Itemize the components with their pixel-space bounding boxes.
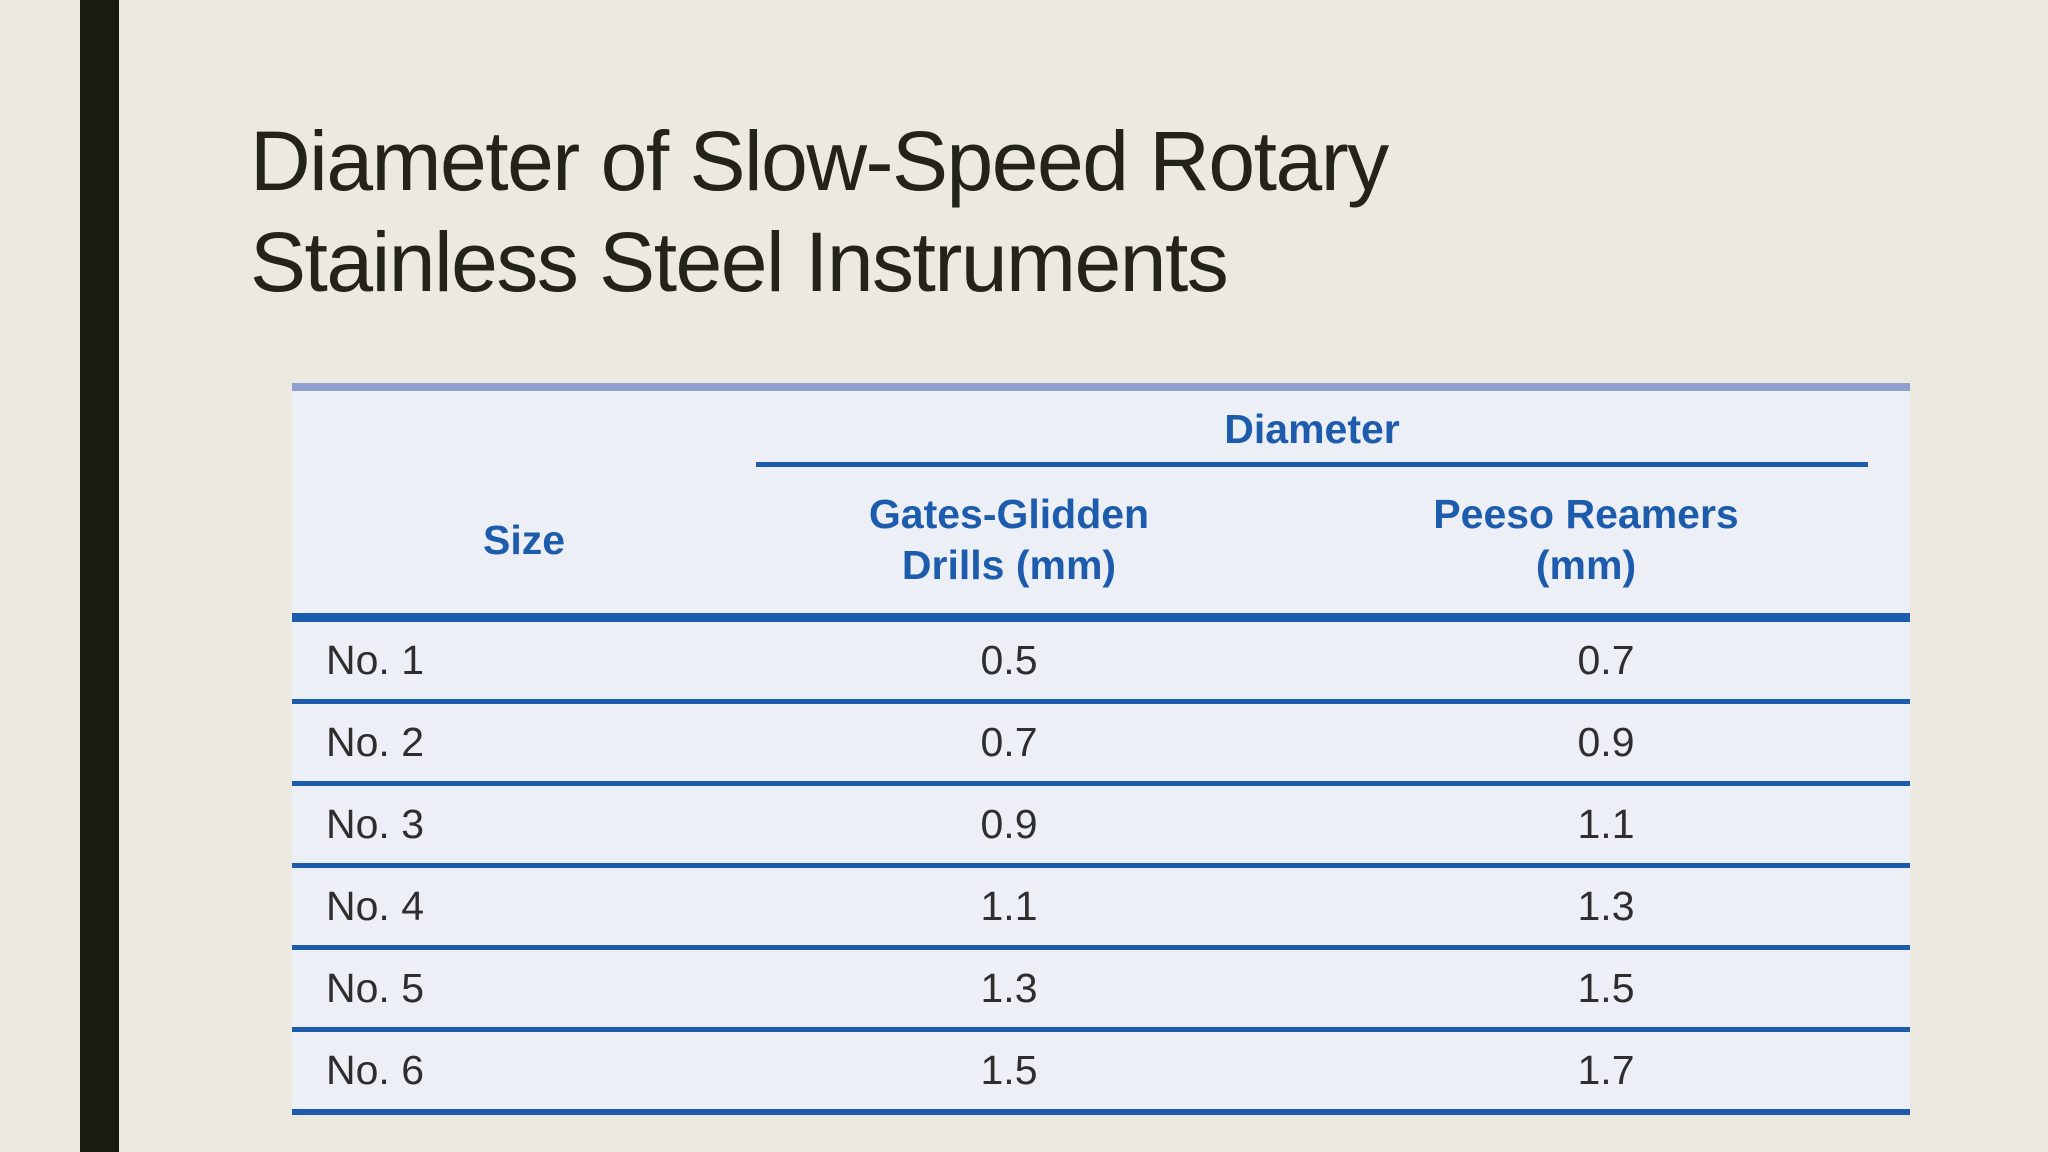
- peeso-header-line-1: Peeso Reamers: [1433, 491, 1739, 537]
- gates-header-line-1: Gates-Glidden: [868, 491, 1150, 537]
- size-cell: No. 6: [292, 1029, 756, 1115]
- page-title: Diameter of Slow-Speed Rotary Stainless …: [250, 111, 1389, 313]
- gates-value-cell: 1.5: [756, 1029, 1262, 1115]
- left-accent-bar: [80, 0, 119, 1152]
- table-row: No. 5 1.3 1.5: [292, 947, 1911, 1032]
- column-header-size: Size: [292, 467, 756, 622]
- size-cell: No. 4: [292, 865, 756, 950]
- page-title-line-1: Diameter of Slow-Speed Rotary: [250, 114, 1389, 208]
- table-row: No. 6 1.5 1.7: [292, 1029, 1911, 1115]
- peeso-value-cell: 1.3: [1262, 865, 1911, 950]
- data-table: Diameter Size Gates-Glidden Drills (mm) …: [292, 383, 1911, 1115]
- instrument-diameter-table: Diameter Size Gates-Glidden Drills (mm) …: [292, 383, 1911, 1115]
- peeso-value-cell: 0.7: [1262, 617, 1911, 704]
- table-row: No. 4 1.1 1.3: [292, 865, 1911, 950]
- gates-value-cell: 0.9: [756, 783, 1262, 868]
- diameter-underline-rule: [756, 462, 1869, 467]
- size-cell: No. 1: [292, 617, 756, 704]
- size-cell: No. 3: [292, 783, 756, 868]
- peeso-value-cell: 1.7: [1262, 1029, 1911, 1115]
- page-title-line-2: Stainless Steel Instruments: [250, 215, 1229, 309]
- header-corner-cell: [292, 387, 756, 467]
- column-header-gates-glidden: Gates-Glidden Drills (mm): [756, 467, 1262, 622]
- gates-header-line-2: Drills (mm): [901, 542, 1117, 588]
- diameter-header-row: Diameter: [292, 387, 1910, 467]
- column-header-row: Size Gates-Glidden Drills (mm) Peeso Rea…: [292, 467, 1911, 622]
- gates-value-cell: 1.1: [756, 865, 1262, 950]
- gates-value-cell: 0.5: [756, 617, 1262, 704]
- table-row: No. 1 0.5 0.7: [292, 617, 1911, 704]
- diameter-header-label: Diameter: [1224, 405, 1400, 452]
- diameter-spanning-header-cell: Diameter: [756, 387, 1910, 467]
- size-cell: No. 5: [292, 947, 756, 1032]
- peeso-header-line-2: (mm): [1535, 542, 1637, 588]
- column-header-peeso-reamers: Peeso Reamers (mm): [1262, 467, 1911, 622]
- peeso-value-cell: 1.5: [1262, 947, 1911, 1032]
- peeso-value-cell: 1.1: [1262, 783, 1911, 868]
- gates-value-cell: 1.3: [756, 947, 1262, 1032]
- table-row: No. 2 0.7 0.9: [292, 701, 1911, 786]
- table-row: No. 3 0.9 1.1: [292, 783, 1911, 868]
- gates-value-cell: 0.7: [756, 701, 1262, 786]
- size-cell: No. 2: [292, 701, 756, 786]
- peeso-value-cell: 0.9: [1262, 701, 1911, 786]
